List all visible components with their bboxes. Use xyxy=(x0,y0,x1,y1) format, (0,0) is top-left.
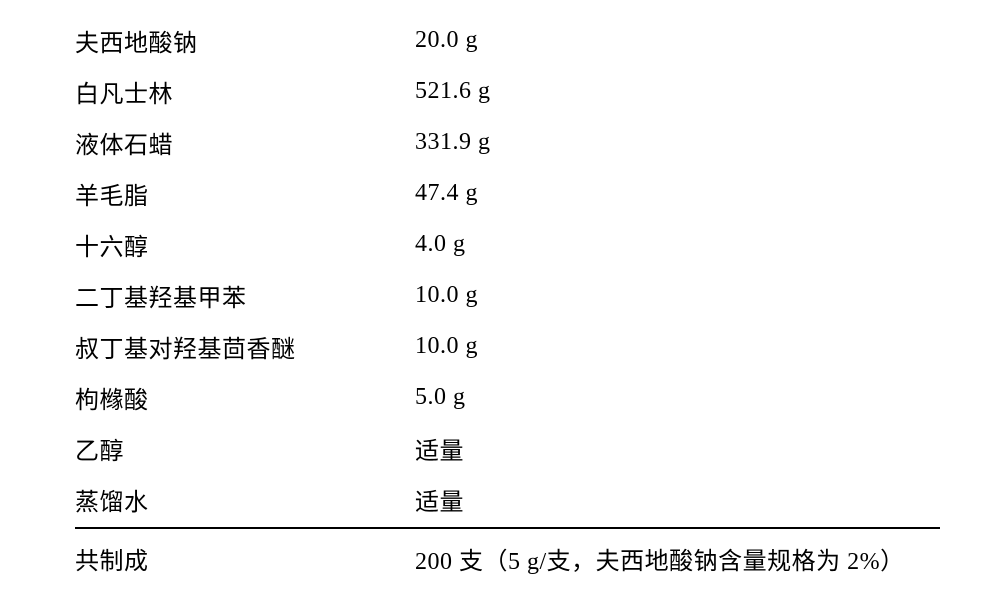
table-row: 液体石蜡 331.9 g xyxy=(75,117,940,168)
summary-value: 200 支（5 g/支，夫西地酸钠含量规格为 2%） xyxy=(415,541,940,576)
table-row: 羊毛脂 47.4 g xyxy=(75,168,940,219)
ingredient-value: 521.6 g xyxy=(415,78,940,105)
ingredient-name: 枸橼酸 xyxy=(75,380,415,415)
ingredient-value: 适量 xyxy=(415,431,940,466)
table-row: 叔丁基对羟基茴香醚 10.0 g xyxy=(75,321,940,372)
ingredient-name: 蒸馏水 xyxy=(75,482,415,517)
table-row: 枸橼酸 5.0 g xyxy=(75,372,940,423)
ingredient-name: 二丁基羟基甲苯 xyxy=(75,278,415,313)
ingredient-name: 液体石蜡 xyxy=(75,125,415,160)
summary-label: 共制成 xyxy=(75,541,415,576)
ingredient-value: 适量 xyxy=(415,482,940,517)
ingredient-name: 叔丁基对羟基茴香醚 xyxy=(75,329,415,364)
ingredient-name: 十六醇 xyxy=(75,227,415,262)
ingredient-name: 羊毛脂 xyxy=(75,176,415,211)
ingredient-value: 10.0 g xyxy=(415,282,940,309)
ingredient-value: 5.0 g xyxy=(415,384,940,411)
table-row: 蒸馏水 适量 xyxy=(75,474,940,525)
ingredient-value: 331.9 g xyxy=(415,129,940,156)
table-row: 二丁基羟基甲苯 10.0 g xyxy=(75,270,940,321)
table-row: 十六醇 4.0 g xyxy=(75,219,940,270)
ingredient-value: 4.0 g xyxy=(415,231,940,258)
ingredient-value: 47.4 g xyxy=(415,180,940,207)
table-divider xyxy=(75,527,940,529)
ingredient-name: 乙醇 xyxy=(75,431,415,466)
table-row: 白凡士林 521.6 g xyxy=(75,66,940,117)
summary-row: 共制成 200 支（5 g/支，夫西地酸钠含量规格为 2%） xyxy=(75,531,940,585)
ingredient-value: 10.0 g xyxy=(415,333,940,360)
table-row: 乙醇 适量 xyxy=(75,423,940,474)
ingredients-table: 夫西地酸钠 20.0 g 白凡士林 521.6 g 液体石蜡 331.9 g 羊… xyxy=(75,15,940,585)
ingredient-name: 夫西地酸钠 xyxy=(75,23,415,58)
ingredient-name: 白凡士林 xyxy=(75,74,415,109)
table-row: 夫西地酸钠 20.0 g xyxy=(75,15,940,66)
ingredient-value: 20.0 g xyxy=(415,27,940,54)
